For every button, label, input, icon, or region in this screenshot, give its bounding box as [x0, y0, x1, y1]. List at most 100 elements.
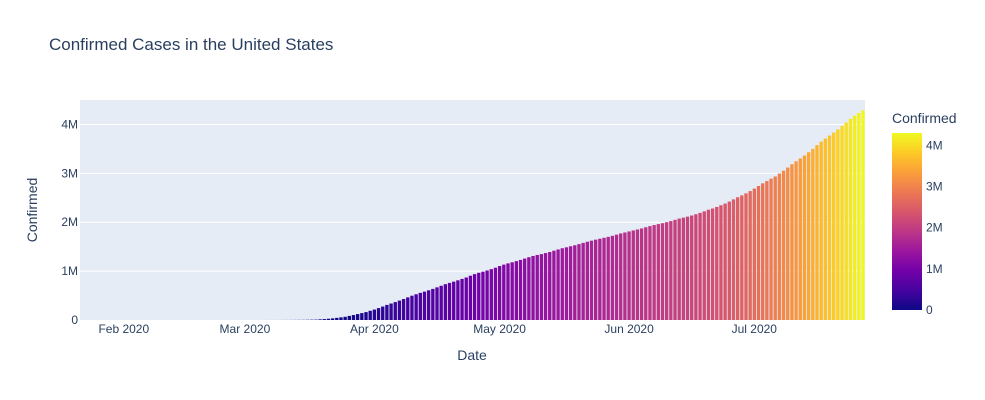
bar	[664, 222, 669, 320]
bar	[698, 212, 702, 320]
bar	[393, 302, 397, 320]
bar	[610, 235, 615, 320]
bar	[343, 316, 347, 320]
bar	[681, 217, 686, 320]
bar	[422, 291, 427, 320]
bar	[660, 223, 665, 320]
bar	[539, 254, 544, 320]
bar	[635, 229, 640, 320]
bar	[694, 214, 698, 320]
bar	[823, 138, 827, 320]
bar	[811, 148, 815, 320]
bar	[439, 285, 443, 320]
bar	[781, 170, 786, 320]
bar	[347, 315, 351, 320]
bar	[765, 181, 769, 320]
bar	[481, 271, 485, 320]
bar	[589, 240, 594, 320]
y-tick-label: 1M	[61, 264, 78, 278]
bar	[794, 161, 798, 320]
bar	[735, 197, 740, 320]
bar	[364, 312, 368, 320]
bar	[510, 262, 514, 320]
bar	[627, 231, 631, 320]
bar	[335, 317, 339, 320]
bar	[360, 313, 364, 320]
bar	[493, 267, 498, 320]
bar	[322, 319, 326, 320]
bar	[761, 183, 765, 320]
bar	[585, 241, 589, 320]
bar	[639, 228, 644, 320]
bar	[598, 238, 602, 320]
bar	[656, 224, 660, 320]
bar	[477, 272, 481, 320]
bar	[577, 244, 581, 320]
bar	[748, 191, 752, 320]
bar	[356, 314, 360, 320]
colorbar-tick-label: 3M	[926, 180, 943, 194]
bar	[798, 158, 802, 320]
bar	[376, 308, 381, 320]
bar	[857, 113, 861, 320]
bar	[518, 259, 523, 320]
bar	[514, 261, 519, 320]
bar	[832, 132, 836, 320]
bar	[431, 288, 435, 320]
bar	[485, 270, 489, 320]
bar	[339, 317, 343, 320]
bar	[631, 230, 635, 320]
bar	[715, 206, 719, 320]
bar	[840, 125, 844, 320]
bar	[786, 167, 790, 320]
bar	[773, 176, 777, 320]
bar	[777, 173, 782, 320]
bar	[581, 242, 585, 320]
bar	[527, 257, 531, 320]
bar	[723, 203, 727, 320]
bar	[644, 227, 648, 320]
bar	[752, 188, 757, 320]
bar	[719, 205, 723, 320]
bar	[690, 215, 694, 320]
bar	[685, 216, 690, 320]
bar	[523, 258, 527, 320]
bar	[326, 318, 331, 320]
bar	[744, 193, 748, 320]
bar	[452, 281, 456, 320]
bar	[564, 247, 569, 320]
bar	[472, 274, 477, 320]
x-tick-label: May 2020	[473, 322, 526, 336]
bar	[568, 246, 573, 320]
bar	[827, 135, 832, 320]
bar	[397, 300, 402, 320]
bar	[497, 266, 502, 320]
y-tick-label: 3M	[61, 166, 78, 180]
bar	[594, 239, 598, 320]
bar	[531, 255, 535, 320]
colorbar-tick-label: 0	[926, 303, 933, 317]
x-tick-label: Jun 2020	[604, 322, 654, 336]
bar	[381, 306, 385, 320]
bar	[372, 309, 377, 320]
bar	[852, 115, 857, 320]
bar	[506, 263, 510, 320]
y-tick-label: 0	[71, 313, 78, 327]
bar	[602, 237, 606, 320]
bar	[573, 245, 577, 320]
bar	[447, 282, 452, 320]
bar	[790, 164, 794, 320]
x-axis-title: Date	[457, 347, 487, 363]
bar	[731, 199, 736, 320]
bar	[844, 122, 848, 320]
bar	[848, 118, 853, 320]
bar	[815, 145, 819, 320]
x-tick-label: Feb 2020	[98, 322, 149, 336]
bar	[535, 255, 539, 320]
bar	[330, 318, 335, 320]
bar	[706, 209, 711, 320]
bar	[552, 250, 556, 320]
bar	[401, 299, 406, 320]
bar	[368, 310, 372, 320]
